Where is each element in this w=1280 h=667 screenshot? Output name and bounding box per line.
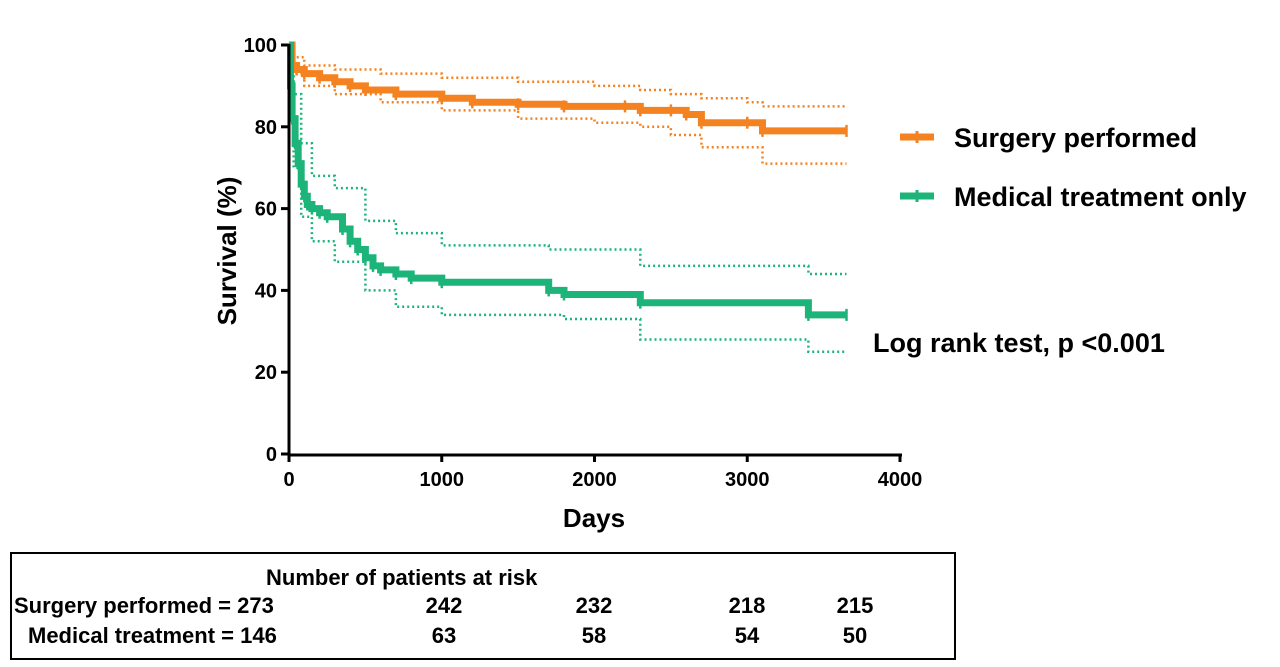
legend-item-medical: Medical treatment only (900, 182, 1247, 212)
y-tick-label: 20 (255, 362, 277, 384)
legend-label-surgery: Surgery performed (954, 123, 1197, 153)
y-axis-title: Survival (%) (212, 177, 242, 326)
risk-count-surgery-3650: 215 (836, 593, 874, 618)
risk-count-surgery-3000: 218 (728, 593, 766, 618)
confidence-interval-layer (289, 43, 847, 354)
x-tick-label: 1000 (420, 469, 465, 491)
log-rank-annotation: Log rank test, p <0.001 (873, 328, 1165, 358)
legend: Surgery performed Medical treatment only (900, 123, 1247, 212)
survival-line-medical-treatment-only (287, 41, 847, 319)
x-tick-label: 0 (283, 469, 294, 491)
legend-label-medical: Medical treatment only (954, 182, 1247, 212)
survival-curve-layer (287, 41, 848, 321)
risk-count-surgery-2000: 232 (575, 593, 613, 618)
ci-line-surgery-performed-lower-95-ci (289, 43, 847, 165)
x-tick-label: 2000 (572, 469, 617, 491)
ci-line-surgery-performed-upper-95-ci (289, 43, 847, 108)
x-tick-label: 4000 (878, 469, 923, 491)
risk-row-label-surgery: Surgery performed = 273 (14, 593, 274, 618)
survival-line-surgery-performed (288, 41, 847, 135)
risk-count-medical-1000: 63 (431, 623, 457, 648)
y-tick-label: 60 (255, 199, 277, 221)
ci-line-medical-treatment-only-lower-95-ci (289, 43, 847, 354)
ci-line-medical-treatment-only-upper-95-ci (289, 43, 847, 276)
x-tick-label: 3000 (725, 469, 770, 491)
risk-count-medical-2000: 58 (581, 623, 607, 648)
legend-item-surgery: Surgery performed (900, 123, 1197, 153)
y-tick-label: 100 (244, 35, 277, 57)
risk-count-surgery-1000: 242 (425, 593, 463, 618)
risk-count-medical-3650: 50 (842, 623, 868, 648)
y-tick-label: 40 (255, 280, 277, 302)
risk-table: Number of patients at risk Surgery perfo… (10, 552, 956, 660)
y-tick-label: 0 (266, 444, 277, 466)
risk-count-medical-3000: 54 (734, 623, 760, 648)
risk-table-title: Number of patients at risk (266, 565, 538, 590)
risk-row-label-medical: Medical treatment = 146 (28, 623, 277, 648)
x-axis-title: Days (563, 503, 625, 533)
y-tick-label: 80 (255, 117, 277, 139)
